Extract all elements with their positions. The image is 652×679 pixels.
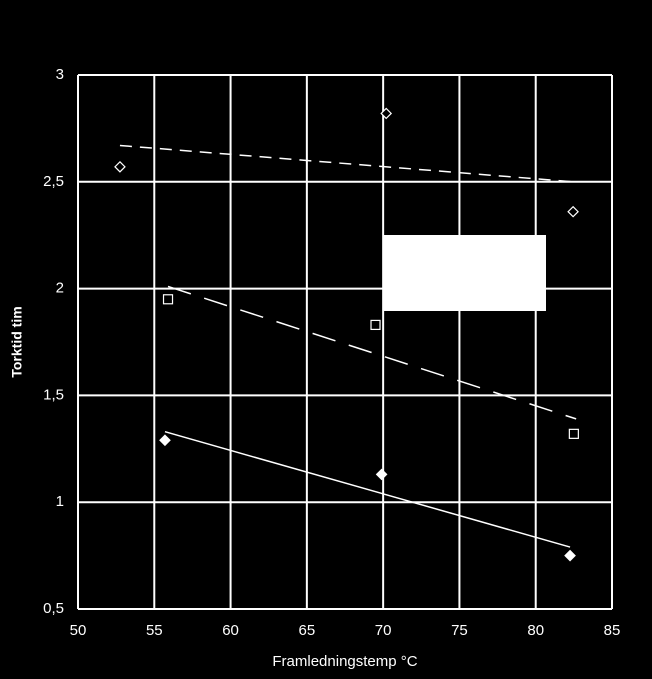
y-tick-label: 2,5 xyxy=(43,173,64,190)
legend-box xyxy=(384,235,546,311)
y-axis-label: Torktid tim xyxy=(9,306,25,377)
y-tick-label: 1,5 xyxy=(43,386,64,403)
point xyxy=(568,428,579,439)
y-tick-label: 2 xyxy=(56,280,64,297)
point xyxy=(370,319,381,331)
point xyxy=(567,205,579,218)
point xyxy=(114,160,126,173)
x-tick-label: 75 xyxy=(451,622,468,639)
point xyxy=(375,468,388,481)
x-tick-label: 60 xyxy=(222,622,239,639)
x-tick-label: 85 xyxy=(604,622,621,639)
point xyxy=(159,434,171,447)
y-tick-label: 0,5 xyxy=(43,600,64,617)
point xyxy=(380,107,393,120)
y-tick-label: 1 xyxy=(56,493,64,510)
x-axis-label: Framledningstemp °C xyxy=(272,653,417,670)
point xyxy=(564,549,576,562)
x-tick-label: 50 xyxy=(70,622,87,639)
trend-line xyxy=(164,430,571,548)
y-tick-label: 3 xyxy=(56,66,64,83)
trend-line xyxy=(119,144,574,183)
x-tick-label: 55 xyxy=(146,622,163,639)
point xyxy=(162,294,174,305)
x-tick-label: 65 xyxy=(299,622,316,639)
x-tick-label: 80 xyxy=(527,622,544,639)
x-tick-label: 70 xyxy=(375,622,392,639)
trend-line xyxy=(167,285,577,420)
